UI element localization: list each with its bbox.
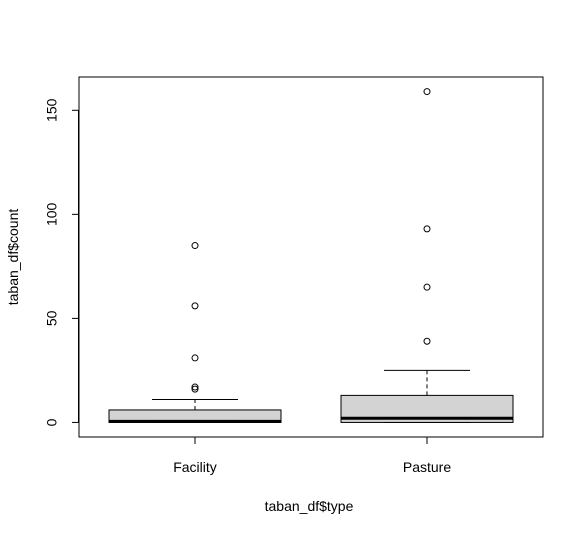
outlier-point [424, 338, 430, 344]
y-axis-label: taban_df$count [5, 209, 21, 306]
y-tick-label: 0 [44, 418, 60, 426]
outlier-point [192, 243, 198, 249]
y-tick-label: 100 [44, 202, 60, 226]
outlier-point [424, 89, 430, 95]
outlier-point [424, 226, 430, 232]
x-tick-label: Facility [173, 459, 217, 475]
outlier-point [192, 355, 198, 361]
x-tick-label: Pasture [403, 459, 451, 475]
outlier-point [192, 303, 198, 309]
y-axis: 0 50 100 150 [44, 98, 79, 426]
plot-frame [79, 77, 543, 437]
y-tick-label: 150 [44, 98, 60, 122]
y-tick-label: 50 [44, 310, 60, 326]
outlier-point [424, 284, 430, 290]
box-pasture [341, 89, 513, 423]
x-axis-label: taban_df$type [265, 498, 354, 514]
x-axis: Facility Pasture [173, 437, 451, 475]
box-facility [109, 243, 281, 423]
boxes [109, 89, 513, 423]
